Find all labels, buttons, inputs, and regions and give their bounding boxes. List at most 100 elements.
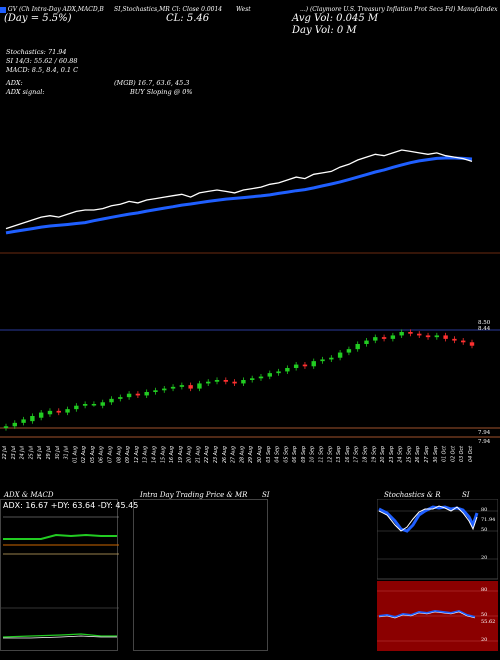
candle — [65, 409, 70, 413]
adx-panel-title: ADX & MACD — [4, 491, 54, 499]
x-tick-label: 03 Oct — [459, 445, 465, 462]
price-line — [5, 149, 473, 230]
candle — [188, 385, 193, 389]
candle — [337, 352, 343, 358]
candle — [206, 381, 211, 384]
x-tick-label: 14 Aug — [151, 446, 157, 463]
x-tick-label: 23 Jul — [11, 445, 17, 459]
candle — [162, 388, 167, 391]
candle — [461, 340, 466, 343]
close-prefix: Cl: Close — [172, 6, 200, 13]
candle — [355, 344, 360, 350]
candle — [153, 390, 158, 392]
x-tick-label: 15 Aug — [160, 446, 166, 463]
close-value: CL: 5.46 — [166, 13, 210, 24]
candle — [3, 426, 9, 428]
rsi-level-50-label: 50 — [481, 612, 488, 618]
candle — [443, 335, 448, 339]
x-tick-label: 22 Aug — [204, 446, 210, 463]
candle — [434, 335, 440, 338]
candle — [100, 402, 105, 406]
candle — [241, 380, 246, 384]
x-tick-label: 28 Aug — [239, 446, 245, 463]
x-tick-label: 31 Jul — [64, 445, 70, 459]
x-tick-label: 21 Aug — [195, 446, 201, 463]
x-tick-label: 26 Jul — [37, 445, 43, 459]
adx-plus-line — [3, 533, 117, 540]
x-tick-label: 09 Sep — [301, 446, 307, 463]
x-tick-label: 29 Jul — [46, 445, 52, 459]
lower-price-label-1: 7.94 — [478, 430, 491, 436]
candle — [12, 422, 17, 427]
x-tick-label: 02 Aug — [81, 446, 87, 463]
x-tick-label: 03 Sep — [266, 446, 272, 463]
x-tick-label: 06 Aug — [99, 446, 105, 463]
x-tick-label: 30 Sep — [433, 446, 439, 463]
candle — [390, 335, 396, 339]
candle — [469, 342, 475, 346]
stoch-rsi-svg — [377, 499, 498, 651]
candle — [267, 373, 272, 377]
si-stat: SI 14/3: 55.62 / 60.88 — [6, 57, 78, 65]
stoch-level-80-label: 80 — [481, 507, 488, 513]
upper-price-label: 8.50 — [478, 320, 491, 326]
candle — [364, 340, 369, 344]
candle — [21, 419, 26, 423]
candle — [232, 381, 237, 384]
x-tick-label: 25 Sep — [406, 446, 412, 463]
avg-vol: Avg Vol: 0.045 M — [292, 13, 379, 24]
legend-square-icon — [0, 6, 6, 13]
rsi-line — [378, 609, 476, 619]
candle — [452, 338, 457, 341]
adx-stat: ADX: — [6, 79, 23, 87]
macd-signal-line — [3, 635, 117, 639]
candle — [179, 385, 185, 387]
stoch-panel-title: Stochastics & R — [384, 491, 441, 499]
header-close: Cl: Close 0.0014 — [172, 6, 222, 13]
stoch-d-line — [378, 505, 478, 532]
candle — [425, 335, 431, 338]
candles-group — [3, 329, 475, 431]
x-tick-label: 22 Jul — [2, 445, 8, 459]
x-tick-label: 24 Jul — [20, 445, 26, 459]
macd-line — [2, 633, 117, 638]
x-tick-labels: 22 Jul 23 Jul 24 Jul 25 Jul 26 Jul 29 Jul 30 J… — [2, 445, 474, 463]
x-tick-label: 19 Aug — [178, 446, 184, 463]
x-tick-label: 13 Sep — [336, 446, 342, 463]
header-fund-name: ...) (Claymore U.S. Treasury Inflation P… — [300, 6, 498, 13]
candle — [381, 337, 387, 339]
x-tick-label: 19 Sep — [371, 446, 377, 463]
intraday-panel-title: Intra Day Trading Price & MR — [140, 491, 248, 499]
stoch-level-50-label: 50 — [481, 527, 488, 533]
x-tick-label: 16 Aug — [169, 446, 175, 463]
x-tick-label: 13 Aug — [143, 446, 149, 463]
close-code: 0.0014 — [201, 6, 223, 13]
buy-signal: BUY Sloping @ 0% — [130, 88, 193, 96]
intraday-panel — [133, 499, 268, 651]
candle — [56, 410, 61, 413]
x-tick-label: 27 Sep — [424, 446, 430, 463]
candle — [311, 361, 316, 367]
candle — [249, 378, 255, 380]
candle — [329, 357, 334, 360]
candle — [91, 404, 97, 406]
stoch-value-label: 71.94 — [481, 517, 496, 523]
x-tick-label: 05 Sep — [283, 446, 289, 463]
candle — [293, 364, 299, 368]
x-tick-label: 10 Sep — [310, 446, 316, 463]
upper-price-label-2: 8.44 — [478, 326, 491, 332]
candle — [74, 405, 79, 410]
x-tick-label: 30 Jul — [55, 445, 61, 459]
candle — [373, 337, 378, 341]
x-tick-label: 20 Aug — [187, 446, 193, 463]
candle — [38, 412, 44, 418]
stoch-si-label: SI — [462, 491, 470, 499]
x-tick-label: 23 Sep — [389, 446, 395, 463]
x-tick-label: 05 Aug — [90, 446, 96, 463]
candle — [144, 392, 149, 396]
candle — [302, 364, 308, 367]
stoch-k-line — [378, 505, 479, 533]
rsi-value-label: 55.62 — [481, 619, 496, 625]
x-tick-label: 29 Aug — [248, 446, 254, 463]
